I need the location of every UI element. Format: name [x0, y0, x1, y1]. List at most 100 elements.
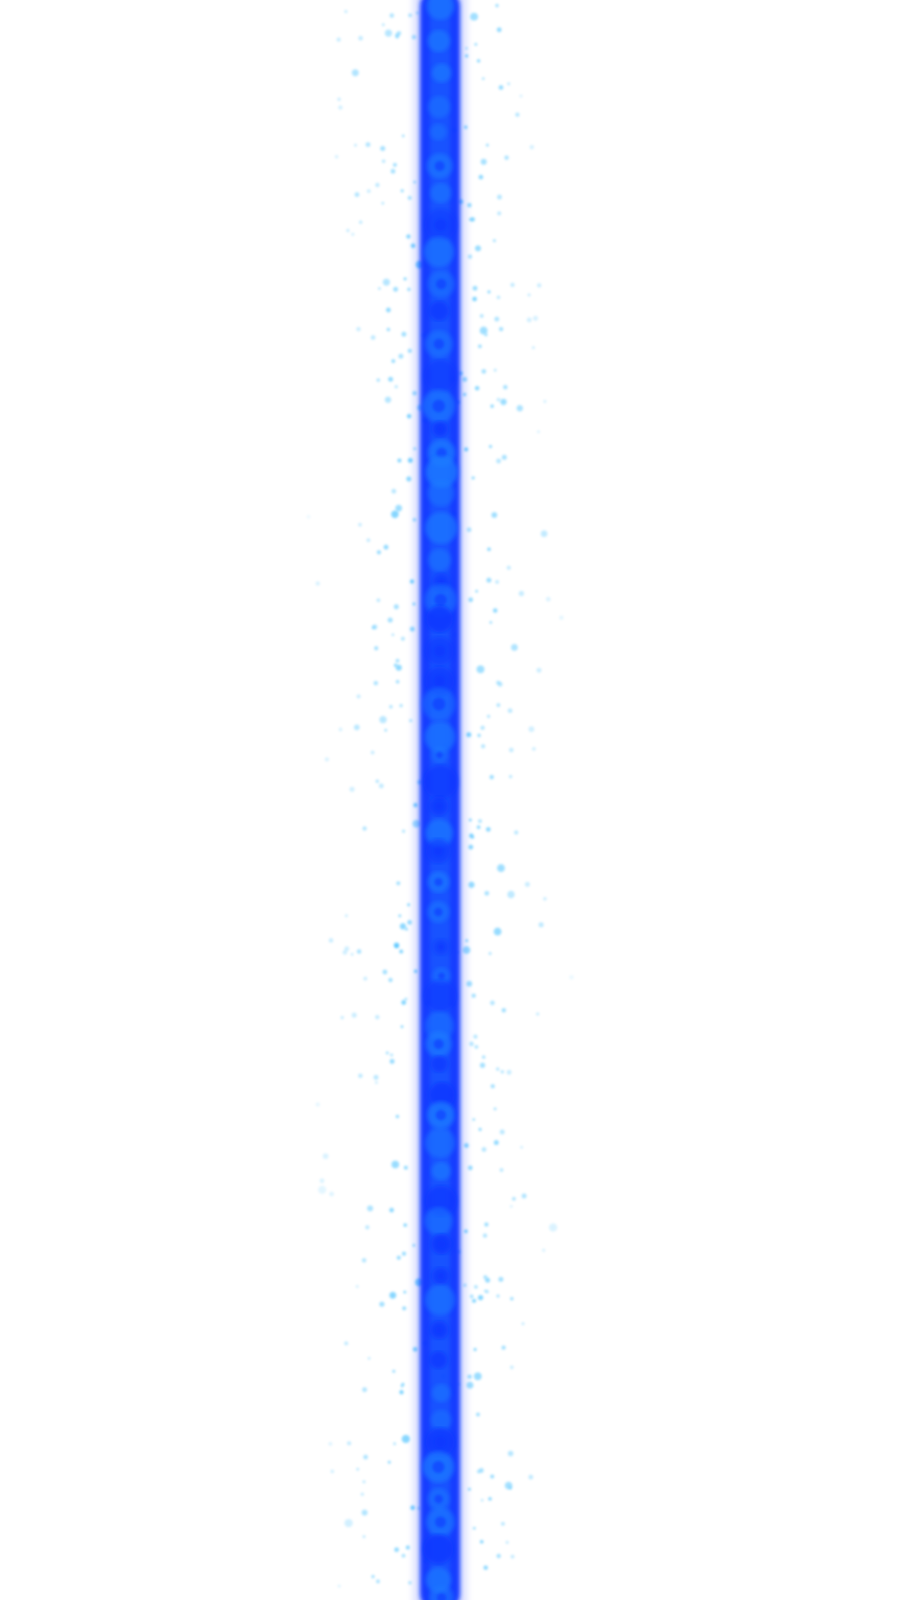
- beam-bead: [424, 980, 457, 1012]
- particle-dot: [545, 596, 551, 602]
- particle-dot: [380, 145, 386, 152]
- particle-dot: [484, 1222, 489, 1227]
- particle-dot: [392, 1369, 396, 1373]
- particle-dot: [481, 1147, 487, 1152]
- particle-dot: [407, 457, 413, 463]
- particle-dot: [533, 315, 538, 321]
- particle-dot: [399, 703, 403, 708]
- particle-dot: [363, 976, 368, 981]
- particle-dot: [393, 604, 399, 610]
- particle-dot: [382, 969, 388, 975]
- particle-dot: [407, 287, 411, 292]
- particle-dot: [501, 454, 507, 460]
- particle-dot: [486, 143, 489, 147]
- particle-dot: [384, 728, 388, 732]
- particle-dot: [497, 864, 505, 873]
- particle-dot: [400, 636, 405, 641]
- particle-dot: [358, 35, 363, 41]
- particle-dot: [346, 229, 350, 232]
- particle-dot: [521, 1193, 527, 1199]
- particle-dot: [516, 405, 523, 412]
- beam-bead-center: [434, 675, 446, 687]
- beam-bead-center: [433, 846, 443, 856]
- beam-bead-center: [436, 447, 447, 459]
- particle-dot: [389, 13, 395, 18]
- particle-dot: [371, 625, 376, 630]
- particle-dot: [370, 335, 376, 340]
- particle-dot: [480, 1498, 484, 1502]
- particle-dot: [470, 12, 479, 21]
- particle-dot: [390, 1053, 393, 1057]
- particle-dot: [493, 368, 497, 372]
- particle-dot: [408, 13, 412, 18]
- particle-dot: [386, 327, 391, 332]
- particle-dot: [466, 527, 472, 532]
- particle-dot: [543, 400, 547, 403]
- beam-bead: [426, 0, 455, 20]
- particle-dot: [483, 1275, 488, 1279]
- particle-dot: [410, 1505, 416, 1511]
- particle-dot: [403, 1223, 407, 1227]
- particle-dot: [476, 1412, 480, 1417]
- particle-dot: [505, 1540, 509, 1544]
- particle-dot: [496, 1294, 500, 1298]
- beam-bead-center: [436, 278, 447, 290]
- particle-dot: [399, 1390, 404, 1395]
- particle-dot: [465, 939, 469, 942]
- beam-bead-center: [437, 943, 445, 951]
- particle-dot: [478, 344, 482, 349]
- particle-dot: [378, 287, 381, 290]
- particle-dot: [476, 1469, 481, 1474]
- beam-bead: [423, 1534, 454, 1564]
- particle-dot: [394, 1547, 399, 1553]
- beam-bead: [424, 721, 456, 753]
- particle-dot: [375, 779, 379, 783]
- particle-dot: [395, 664, 402, 671]
- particle-dot: [481, 369, 487, 374]
- beam-bead: [429, 1082, 455, 1108]
- beam-bead-center: [435, 1109, 447, 1121]
- particle-dot: [500, 1070, 504, 1074]
- particle-dot: [367, 1357, 371, 1360]
- particle-dot: [528, 726, 535, 733]
- particle-dot: [479, 1539, 484, 1544]
- particle-dot: [496, 397, 501, 402]
- particle-dot: [510, 1554, 515, 1559]
- particle-dot: [499, 327, 504, 332]
- particle-dot: [400, 189, 404, 193]
- beam-bead: [424, 359, 457, 393]
- particle-dot: [489, 774, 494, 780]
- particle-dot: [482, 1233, 488, 1238]
- beam-bead-center: [434, 218, 447, 232]
- particle-dot: [391, 488, 397, 494]
- particle-dot: [379, 716, 387, 724]
- particle-dot: [406, 234, 411, 239]
- particle-dot: [395, 32, 400, 38]
- particle-dot: [468, 881, 475, 888]
- particle-dot: [473, 1372, 482, 1381]
- particle-dot: [389, 705, 393, 709]
- particle-dot: [347, 1441, 352, 1446]
- particle-dot: [529, 144, 534, 150]
- particle-dot: [473, 1347, 477, 1352]
- particle-dot: [526, 317, 532, 323]
- beam-bead: [424, 1127, 456, 1159]
- particle-dot: [328, 938, 334, 943]
- particle-dot: [496, 703, 501, 707]
- beam-bead: [426, 605, 454, 633]
- particle-dot: [494, 316, 500, 322]
- particle-dot: [401, 1251, 407, 1256]
- particle-dot: [407, 195, 412, 200]
- particle-dot: [493, 239, 496, 242]
- beam-bead: [423, 236, 455, 268]
- particle-dot: [472, 1298, 477, 1303]
- particle-dot: [559, 615, 564, 620]
- particle-dot: [344, 1518, 353, 1528]
- particle-dot: [391, 359, 396, 363]
- particle-dot: [373, 1074, 379, 1080]
- particle-dot: [406, 476, 412, 482]
- particle-dot: [351, 1012, 357, 1018]
- particle-dot: [467, 1374, 472, 1379]
- particle-dot: [376, 378, 380, 382]
